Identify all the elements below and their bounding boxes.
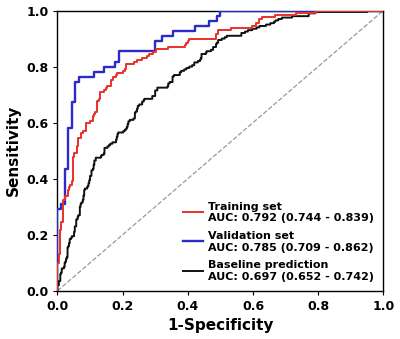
Legend: Training set
AUC: 0.792 (0.744 - 0.839), Validation set
AUC: 0.785 (0.709 - 0.86: Training set AUC: 0.792 (0.744 - 0.839),… xyxy=(180,198,378,285)
X-axis label: 1-Specificity: 1-Specificity xyxy=(167,318,274,334)
Y-axis label: Sensitivity: Sensitivity xyxy=(6,105,20,196)
